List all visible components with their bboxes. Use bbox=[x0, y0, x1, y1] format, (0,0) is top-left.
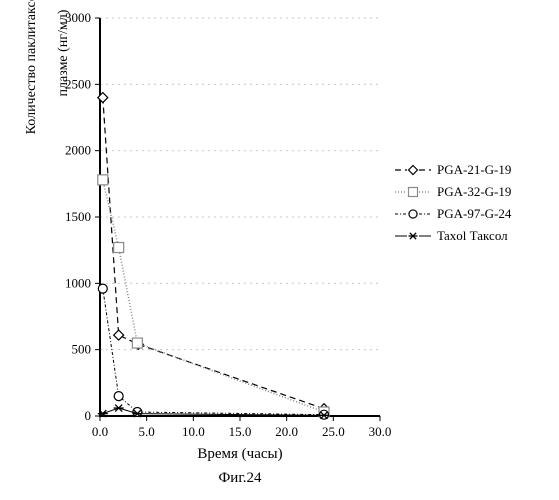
y-tick-label: 1500 bbox=[65, 209, 91, 224]
legend-label: PGA-21-G-19 bbox=[437, 162, 511, 177]
figure-caption: Фиг.24 bbox=[218, 470, 262, 486]
chart-figure: 0500100015002000250030000.05.010.015.020… bbox=[0, 0, 559, 500]
y-tick-label: 0 bbox=[85, 408, 92, 423]
legend-label: Taxol Таксол bbox=[437, 228, 508, 243]
x-tick-label: 0.0 bbox=[92, 424, 108, 439]
legend-label: PGA-32-G-19 bbox=[437, 184, 511, 199]
x-tick-label: 15.0 bbox=[229, 424, 252, 439]
y-tick-label: 1000 bbox=[65, 275, 91, 290]
x-axis-label: Время (часы) bbox=[197, 446, 282, 462]
x-tick-label: 20.0 bbox=[275, 424, 298, 439]
x-tick-label: 5.0 bbox=[139, 424, 155, 439]
y-axis-label: Количество паклитаксела в плазме (нг/мл) bbox=[8, 0, 88, 210]
legend-label: PGA-97-G-24 bbox=[437, 206, 512, 221]
x-tick-label: 30.0 bbox=[369, 424, 392, 439]
y-tick-label: 500 bbox=[72, 342, 92, 357]
x-tick-label: 10.0 bbox=[182, 424, 205, 439]
x-tick-label: 25.0 bbox=[322, 424, 345, 439]
